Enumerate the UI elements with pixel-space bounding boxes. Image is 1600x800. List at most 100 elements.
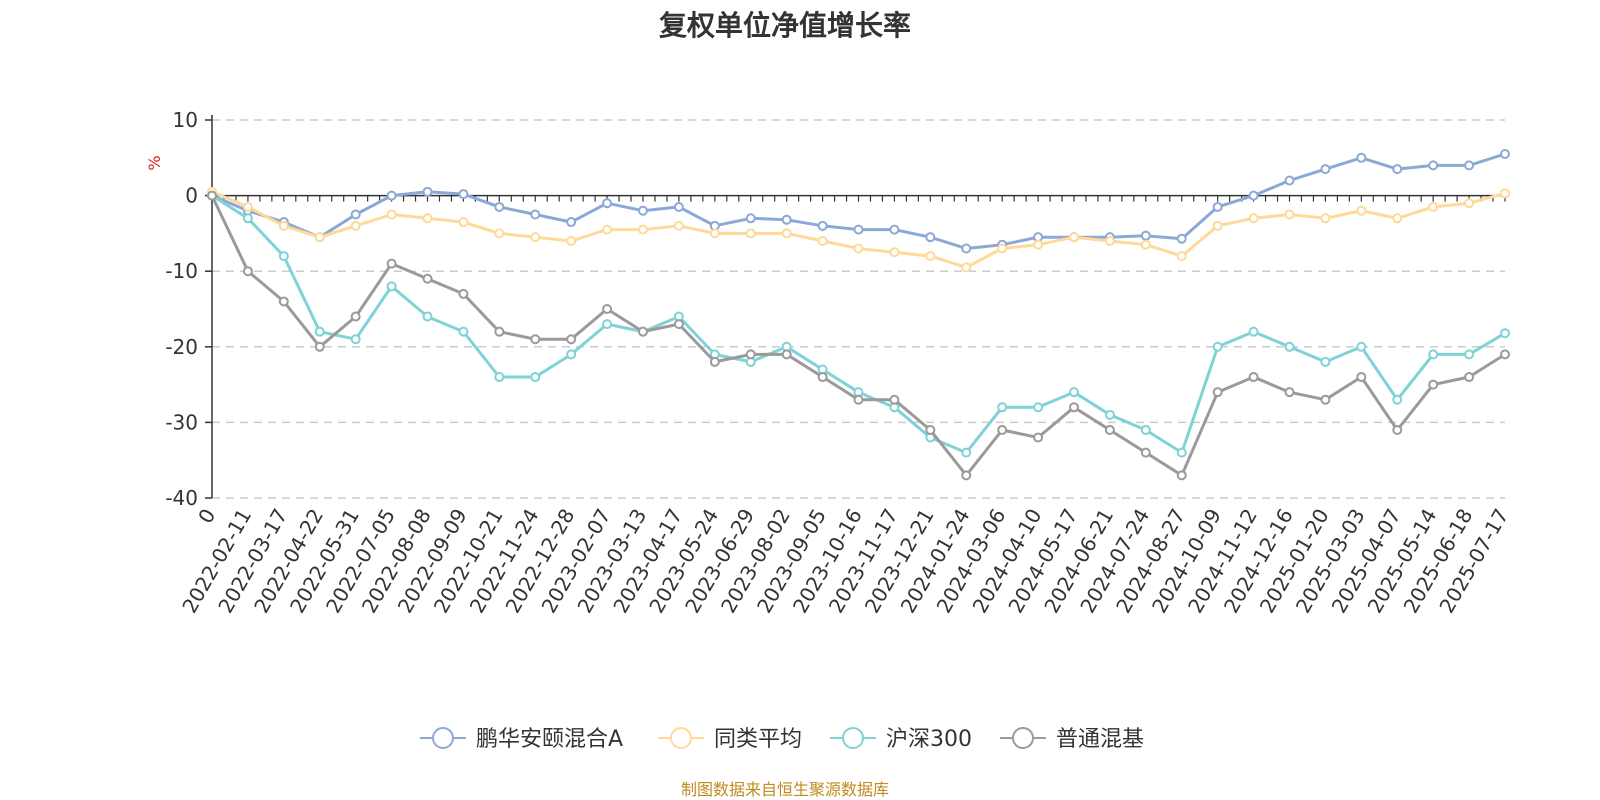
data-point — [889, 224, 900, 235]
data-point — [350, 209, 361, 220]
data-point — [602, 304, 613, 314]
data-point — [422, 186, 433, 197]
data-point — [925, 424, 936, 435]
legend-item-3[interactable]: 普通混基 — [1000, 727, 1144, 752]
data-point — [1140, 447, 1151, 458]
data-point — [602, 224, 613, 235]
data-point — [781, 349, 792, 360]
data-point — [709, 356, 720, 367]
chart-title: 复权单位净值增长率 — [658, 9, 911, 42]
data-point — [673, 201, 684, 212]
data-point — [1176, 251, 1187, 262]
data-point — [817, 220, 828, 231]
data-point — [1500, 328, 1510, 339]
data-point — [1212, 220, 1223, 231]
y-axis-label: % — [145, 155, 164, 170]
data-point — [1212, 201, 1223, 212]
data-point — [1104, 424, 1115, 435]
data-point — [1069, 387, 1079, 398]
data-point — [350, 334, 361, 345]
legend[interactable]: 鹏华安颐混合A 同类平均 沪深300 普通混基 — [420, 727, 1144, 752]
data-source-note: 制图数据来自恒生聚源数据库 — [680, 780, 889, 799]
data-point — [1500, 149, 1510, 160]
legend-item-0[interactable]: 鹏华安颐混合A — [420, 727, 623, 752]
data-point — [314, 341, 325, 352]
data-point — [494, 326, 505, 337]
data-point — [242, 266, 253, 277]
data-point — [1464, 349, 1475, 360]
series-line-3 — [210, 194, 1507, 477]
y-tick-label: -10 — [165, 259, 198, 283]
data-point — [1069, 232, 1079, 243]
legend-label: 沪深300 — [886, 727, 972, 752]
data-point — [422, 273, 433, 284]
data-point — [386, 258, 397, 269]
data-point — [1320, 164, 1331, 175]
data-point — [1428, 349, 1439, 360]
data-point — [350, 311, 361, 322]
data-point — [602, 198, 613, 209]
data-point — [1069, 402, 1079, 413]
data-point — [1248, 213, 1259, 224]
data-point — [638, 205, 648, 216]
data-point — [1356, 372, 1367, 383]
legend-marker — [842, 727, 864, 749]
data-point — [781, 214, 792, 225]
data-point — [745, 213, 756, 224]
legend-marker — [432, 727, 454, 749]
data-point — [1284, 387, 1295, 398]
data-point — [1212, 387, 1223, 398]
data-point — [1212, 341, 1223, 352]
data-point — [1284, 175, 1295, 186]
series-lines — [207, 149, 1510, 481]
data-point — [817, 235, 828, 246]
data-point — [925, 232, 936, 243]
data-point — [566, 235, 577, 246]
legend-item-1[interactable]: 同类平均 — [658, 727, 802, 752]
data-point — [566, 334, 577, 345]
data-point — [458, 288, 469, 299]
data-point — [817, 372, 828, 383]
data-point — [1356, 341, 1367, 352]
data-point — [1284, 341, 1295, 352]
data-point — [386, 190, 397, 201]
data-point — [745, 349, 756, 360]
y-tick-label: 10 — [173, 108, 198, 132]
data-point — [1104, 235, 1115, 246]
data-point — [566, 217, 577, 228]
data-point — [1284, 209, 1295, 220]
legend-label: 同类平均 — [714, 727, 802, 752]
legend-item-2[interactable]: 沪深300 — [830, 727, 972, 752]
data-point — [1248, 326, 1259, 337]
axes: %100-10-20-30-4002022-02-112022-03-17202… — [145, 108, 1513, 617]
data-point — [530, 209, 541, 220]
data-point — [530, 334, 541, 345]
data-point — [1320, 394, 1331, 405]
data-point — [1428, 160, 1439, 171]
data-point — [1464, 372, 1475, 383]
data-point — [1176, 470, 1187, 481]
data-point — [1428, 201, 1439, 212]
y-tick-label: 0 — [185, 184, 198, 208]
data-point — [458, 189, 469, 200]
legend-marker — [1012, 727, 1034, 749]
data-point — [1140, 230, 1151, 241]
data-point — [673, 220, 684, 231]
data-point — [242, 213, 253, 224]
data-point — [997, 243, 1008, 254]
data-point — [1033, 402, 1044, 413]
data-point — [853, 243, 864, 254]
data-point — [1140, 424, 1151, 435]
data-point — [530, 232, 541, 243]
data-point — [494, 372, 505, 383]
data-point — [1104, 409, 1115, 420]
data-point — [1248, 372, 1259, 383]
data-point — [242, 201, 253, 212]
data-point — [1464, 160, 1475, 171]
data-point — [1140, 239, 1151, 250]
data-point — [1392, 164, 1403, 175]
data-point — [1392, 213, 1403, 224]
data-point — [278, 296, 289, 307]
y-tick-label: -20 — [165, 335, 198, 359]
data-point — [1320, 213, 1331, 224]
